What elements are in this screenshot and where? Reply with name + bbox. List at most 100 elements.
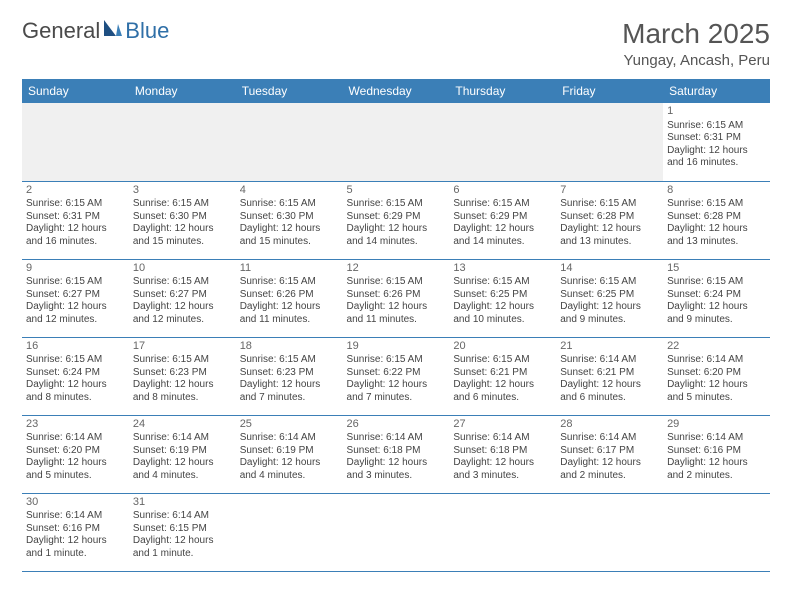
day-number: 25 (240, 418, 339, 432)
calendar-day-cell (556, 493, 663, 571)
calendar-day-cell: 6Sunrise: 6:15 AMSunset: 6:29 PMDaylight… (449, 181, 556, 259)
calendar-day-cell: 4Sunrise: 6:15 AMSunset: 6:30 PMDaylight… (236, 181, 343, 259)
day-sunset: Sunset: 6:23 PM (133, 367, 232, 380)
brand-logo: General Blue (22, 18, 169, 44)
calendar-day-cell: 14Sunrise: 6:15 AMSunset: 6:25 PMDayligh… (556, 259, 663, 337)
day-number: 5 (347, 184, 446, 198)
day-day1: Daylight: 12 hours (26, 223, 125, 236)
calendar-day-cell (129, 103, 236, 181)
day-sunrise: Sunrise: 6:15 AM (26, 198, 125, 211)
day-sunrise: Sunrise: 6:15 AM (347, 276, 446, 289)
day-number: 22 (667, 340, 766, 354)
day-day1: Daylight: 12 hours (667, 145, 766, 158)
calendar-week-row: 9 Sunrise: 6:15 AM Sunset: 6:27 PM Daylight… (22, 259, 770, 337)
day-sunset: Sunset: 6:27 PM (26, 289, 125, 302)
day-day2: and 13 minutes. (560, 236, 659, 249)
day-day2: and 1 minute. (26, 548, 125, 561)
day-day2: and 3 minutes. (453, 470, 552, 483)
day-day2: and 9 minutes. (560, 314, 659, 327)
day-sunrise: Sunrise: 6:14 AM (667, 432, 766, 445)
day-number: 21 (560, 340, 659, 354)
day-number: 6 (453, 184, 552, 198)
weekday-header: Monday (129, 79, 236, 103)
weekday-header: Wednesday (343, 79, 450, 103)
day-day1: Daylight: 12 hours (453, 301, 552, 314)
day-sunrise: Sunrise: 6:15 AM (240, 354, 339, 367)
calendar-day-cell: 3Sunrise: 6:15 AMSunset: 6:30 PMDaylight… (129, 181, 236, 259)
day-sunrise: Sunrise: 6:15 AM (347, 354, 446, 367)
day-day1: Daylight: 12 hours (240, 457, 339, 470)
calendar-day-cell (236, 103, 343, 181)
day-day1: Daylight: 12 hours (133, 223, 232, 236)
day-number: 9 (26, 262, 125, 276)
day-sunset: Sunset: 6:20 PM (26, 445, 125, 458)
day-day1: Daylight: 12 hours (240, 301, 339, 314)
day-day2: and 1 minute. (133, 548, 232, 561)
day-day2: and 8 minutes. (133, 392, 232, 405)
day-number: 18 (240, 340, 339, 354)
day-day1: Daylight: 12 hours (667, 301, 766, 314)
weekday-header: Thursday (449, 79, 556, 103)
calendar-day-cell: 10Sunrise: 6:15 AMSunset: 6:27 PMDayligh… (129, 259, 236, 337)
day-number: 7 (560, 184, 659, 198)
day-sunrise: Sunrise: 6:14 AM (240, 432, 339, 445)
day-sunrise: Sunrise: 6:15 AM (453, 354, 552, 367)
day-day1: Daylight: 12 hours (26, 379, 125, 392)
day-day2: and 14 minutes. (453, 236, 552, 249)
header: General Blue March 2025 Yungay, Ancash, … (22, 18, 770, 69)
calendar-week-row: 30Sunrise: 6:14 AMSunset: 6:16 PMDayligh… (22, 493, 770, 571)
calendar-day-cell: 13Sunrise: 6:15 AMSunset: 6:25 PMDayligh… (449, 259, 556, 337)
day-sunset: Sunset: 6:21 PM (453, 367, 552, 380)
day-day2: and 13 minutes. (667, 236, 766, 249)
day-day2: and 16 minutes. (26, 236, 125, 249)
day-sunset: Sunset: 6:19 PM (240, 445, 339, 458)
day-day2: and 10 minutes. (453, 314, 552, 327)
day-day2: and 4 minutes. (240, 470, 339, 483)
day-sunrise: Sunrise: 6:15 AM (240, 198, 339, 211)
calendar-day-cell: 11Sunrise: 6:15 AMSunset: 6:26 PMDayligh… (236, 259, 343, 337)
calendar-week-row: 23 Sunrise: 6:14 AM Sunset: 6:20 PM Dayligh… (22, 415, 770, 493)
month-title: March 2025 (622, 18, 770, 50)
day-sunset: Sunset: 6:28 PM (560, 211, 659, 224)
day-day1: Daylight: 12 hours (347, 457, 446, 470)
day-day2: and 11 minutes. (347, 314, 446, 327)
day-sunrise: Sunrise: 6:14 AM (133, 510, 232, 523)
day-day1: Daylight: 12 hours (667, 223, 766, 236)
day-sunrise: Sunrise: 6:15 AM (453, 198, 552, 211)
day-sunrise: Sunrise: 6:14 AM (560, 354, 659, 367)
day-sunrise: Sunrise: 6:14 AM (453, 432, 552, 445)
day-sunrise: Sunrise: 6:15 AM (560, 198, 659, 211)
day-day2: and 15 minutes. (240, 236, 339, 249)
day-day2: and 5 minutes. (667, 392, 766, 405)
calendar-day-cell: 9Sunrise: 6:15 AMSunset: 6:27 PMDaylight… (22, 259, 129, 337)
day-sunrise: Sunrise: 6:15 AM (560, 276, 659, 289)
day-number: 23 (26, 418, 125, 432)
calendar-day-cell: 25Sunrise: 6:14 AMSunset: 6:19 PMDayligh… (236, 415, 343, 493)
weekday-header: Friday (556, 79, 663, 103)
location: Yungay, Ancash, Peru (622, 52, 770, 69)
day-sunrise: Sunrise: 6:14 AM (26, 510, 125, 523)
day-number: 29 (667, 418, 766, 432)
day-day1: Daylight: 12 hours (453, 223, 552, 236)
day-day1: Daylight: 12 hours (453, 379, 552, 392)
day-sunset: Sunset: 6:29 PM (347, 211, 446, 224)
calendar-day-cell (663, 493, 770, 571)
day-sunrise: Sunrise: 6:15 AM (453, 276, 552, 289)
day-day2: and 12 minutes. (26, 314, 125, 327)
calendar-day-cell: 27Sunrise: 6:14 AMSunset: 6:18 PMDayligh… (449, 415, 556, 493)
day-sunset: Sunset: 6:29 PM (453, 211, 552, 224)
day-day1: Daylight: 12 hours (26, 535, 125, 548)
day-day2: and 12 minutes. (133, 314, 232, 327)
day-sunrise: Sunrise: 6:14 AM (560, 432, 659, 445)
day-number: 30 (26, 496, 125, 510)
calendar-day-cell (22, 103, 129, 181)
day-day1: Daylight: 12 hours (133, 457, 232, 470)
day-sunset: Sunset: 6:30 PM (133, 211, 232, 224)
brand-part1: General (22, 18, 100, 44)
calendar-day-cell: 22Sunrise: 6:14 AMSunset: 6:20 PMDayligh… (663, 337, 770, 415)
day-sunset: Sunset: 6:31 PM (667, 132, 766, 145)
day-day2: and 6 minutes. (560, 392, 659, 405)
day-day1: Daylight: 12 hours (240, 379, 339, 392)
day-day2: and 9 minutes. (667, 314, 766, 327)
calendar-day-cell: 8Sunrise: 6:15 AMSunset: 6:28 PMDaylight… (663, 181, 770, 259)
